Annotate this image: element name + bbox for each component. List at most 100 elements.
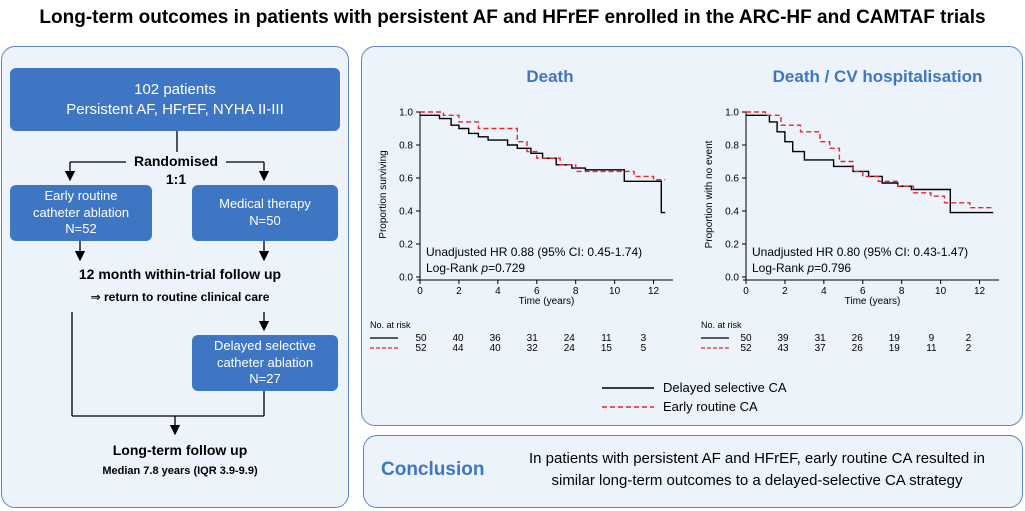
x-tick-label: 12 — [974, 286, 986, 297]
risk-value: 36 — [490, 333, 502, 344]
x-tick-label: 2 — [782, 286, 788, 297]
early-ca-box: Early routine catheter ablation N=52 — [10, 185, 152, 241]
early-ca-line2: catheter ablation — [32, 204, 130, 220]
logrank-annotation: Log-Rank p=0.729 — [426, 261, 525, 275]
y-tick-label: 0.6 — [399, 174, 413, 185]
delayed-ca-curve — [746, 114, 994, 214]
logrank-prefix: Log-Rank — [752, 261, 807, 275]
enrolment-criteria: Persistent AF, HFrEF, NYHA II-III — [66, 100, 284, 118]
risk-table-label: No. at risk — [701, 320, 742, 330]
randomised-text: Randomised — [133, 153, 218, 169]
risk-value: 24 — [564, 333, 576, 344]
y-tick-label: 0.6 — [725, 174, 739, 185]
median-followup-label: Median 7.8 years (IQR 3.9-9.9) — [102, 465, 258, 477]
risk-value: 24 — [564, 343, 576, 354]
delayed-ca-n: N=27 — [249, 371, 281, 387]
hr-annotation: Unadjusted HR 0.88 (95% CI: 0.45-1.74) — [426, 245, 642, 259]
x-tick-label: 6 — [534, 286, 540, 297]
early-ca-curve — [746, 111, 994, 209]
conclusion-line2: similar long-term outcomes to a delayed-… — [551, 471, 963, 489]
y-tick-label: 0.4 — [399, 207, 413, 218]
flowchart-connectors — [64, 130, 270, 436]
x-tick-label: 10 — [609, 286, 621, 297]
x-tick-label: 2 — [456, 286, 462, 297]
conclusion-text: In patients with persistent AF and HFrEF… — [497, 448, 1017, 492]
y-tick-label: 0.2 — [399, 240, 413, 251]
y-tick-label: 0.8 — [725, 141, 739, 152]
logrank-p: p — [806, 261, 814, 275]
legend-early: Early routine CA — [663, 399, 758, 414]
return-care-label: ⇒ return to routine clinical care — [90, 290, 270, 304]
legend-swatches — [602, 387, 654, 408]
delayed-ca-curve — [420, 114, 666, 214]
risk-value: 19 — [889, 333, 901, 344]
risk-value: 9 — [929, 333, 935, 344]
delayed-ca-box: Delayed selective catheter ablation N=27 — [192, 335, 338, 391]
y-axis-label: Proportion with no event — [704, 140, 715, 248]
x-tick-label: 8 — [573, 286, 579, 297]
early-ca-curve — [420, 111, 666, 181]
risk-value: 2 — [966, 343, 972, 354]
chart-title-death: Death — [526, 67, 574, 86]
medical-therapy-n: N=50 — [249, 213, 281, 228]
y-tick-label: 1.0 — [399, 108, 413, 119]
logrank-prefix: Log-Rank — [426, 261, 481, 275]
x-tick-label: 0 — [743, 286, 749, 297]
x-axis-label: Time (years) — [519, 296, 575, 307]
y-tick-label: 0.0 — [399, 273, 413, 284]
risk-value: 50 — [415, 333, 427, 344]
risk-value: 40 — [490, 343, 502, 354]
longterm-label: Long-term follow up — [112, 442, 248, 458]
risk-value: 52 — [415, 343, 427, 354]
risk-value: 39 — [778, 333, 790, 344]
randomised-ratio: 1:1 — [165, 171, 187, 187]
logrank-value: =0.729 — [488, 261, 525, 275]
enrolment-box: 102 patients Persistent AF, HFrEF, NYHA … — [10, 68, 340, 131]
conclusion-panel — [363, 435, 1023, 508]
chart-title-death-cv: Death / CV hospitalisation — [772, 67, 983, 86]
risk-value: 26 — [852, 333, 864, 344]
x-tick-label: 4 — [821, 286, 827, 297]
delayed-ca-line2: catheter ablation — [216, 354, 314, 370]
risk-value: 43 — [778, 343, 790, 354]
risk-value: 37 — [815, 343, 827, 354]
risk-value: 3 — [641, 333, 647, 344]
legend-delayed: Delayed selective CA — [663, 380, 787, 395]
risk-value: 40 — [453, 333, 465, 344]
early-ca-n: N=52 — [65, 221, 97, 237]
logrank-annotation: Log-Rank p=0.796 — [752, 261, 851, 275]
medical-therapy-box: Medical therapy N=50 — [192, 185, 338, 241]
y-tick-label: 0.2 — [725, 240, 739, 251]
followup-label: 12 month within-trial follow up — [78, 266, 282, 282]
risk-value: 50 — [740, 333, 752, 344]
risk-value: 11 — [601, 333, 612, 344]
risk-value: 44 — [453, 343, 465, 354]
conclusion-label: Conclusion — [381, 459, 485, 480]
risk-table-label: No. at risk — [370, 320, 411, 330]
x-tick-label: 8 — [899, 286, 905, 297]
logrank-p: p — [480, 261, 488, 275]
x-tick-label: 12 — [648, 286, 660, 297]
x-tick-label: 4 — [495, 286, 501, 297]
x-tick-label: 0 — [417, 286, 423, 297]
risk-value: 26 — [852, 343, 864, 354]
x-tick-label: 6 — [860, 286, 866, 297]
enrolment-count: 102 patients — [134, 81, 216, 98]
delayed-ca-line1: Delayed selective — [214, 337, 316, 353]
logrank-value: =0.796 — [814, 261, 851, 275]
early-ca-line1: Early routine — [44, 187, 118, 203]
medical-therapy-line1: Medical therapy — [219, 196, 311, 212]
risk-value: 2 — [966, 333, 972, 344]
risk-value: 11 — [926, 343, 937, 354]
randomised-label: Randomised 1:1 — [120, 152, 232, 188]
chart-panel — [361, 46, 1023, 426]
y-tick-label: 0.8 — [399, 141, 413, 152]
x-tick-label: 10 — [935, 286, 947, 297]
page-title: Long-term outcomes in patients with pers… — [39, 7, 986, 28]
risk-value: 52 — [740, 343, 752, 354]
risk-value: 31 — [815, 333, 827, 344]
risk-value: 32 — [527, 343, 539, 354]
y-tick-label: 1.0 — [725, 108, 739, 119]
risk-value: 19 — [889, 343, 901, 354]
